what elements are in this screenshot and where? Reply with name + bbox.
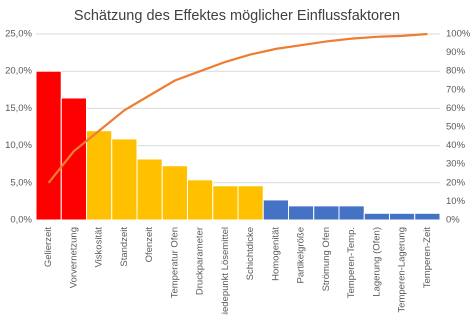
bar [338,205,365,221]
bar [111,138,138,221]
bar [212,185,239,221]
x-tick-label: Viskosität [94,227,105,268]
y2-tick-label: 20% [446,177,466,188]
y2-tick-label: 10% [446,196,466,207]
y-tick-label: 0,0% [10,215,32,226]
x-tick-label: Vorvernetzung [68,227,79,288]
y2-tick-label: 30% [446,159,466,170]
bar [363,212,390,221]
x-tick-label: Schichtdicke [245,227,256,280]
bar [86,130,113,221]
y2-tick-label: 40% [446,140,466,151]
x-tick-label: Strömung Ofen [321,227,332,291]
x-tick-label: Temperatur Ofen [169,227,180,298]
y-tick-label: 25,0% [5,29,32,40]
x-tick-label: Lagerung (Ofen) [371,227,382,297]
cumulative-line [47,32,428,184]
bar [313,205,340,221]
x-tick-label: Druckparameter [195,227,206,295]
x-tick-label: Homogenität [270,227,281,281]
y-tick-label: 5,0% [10,177,32,188]
bar [161,165,188,221]
x-tick-label: Gelierzeit [43,227,54,267]
y-tick-label: 20,0% [5,66,32,77]
y2-tick-label: 80% [446,66,466,77]
y2-tick-label: 50% [446,122,466,133]
x-tick-label: Temperen-Lagerung [397,227,408,313]
bar [414,212,441,221]
bar [237,185,264,221]
x-tick-label: Partikelgröße [296,227,307,284]
y-tick-label: 10,0% [5,140,32,151]
chart-title: Schätzung des Effektes möglicher Einflus… [74,8,400,24]
y2-tick-label: 90% [446,47,466,58]
x-tick-label: Ofenzeit [144,227,155,263]
bar [262,199,289,221]
bar [389,212,416,221]
x-tick-label: Temperen-Temp. [346,227,357,298]
y2-tick-label: 100% [446,29,471,40]
y2-tick-label: 0% [446,215,460,226]
bar [136,158,163,221]
y2-tick-label: 70% [446,84,466,95]
y2-tick-label: 60% [446,103,466,114]
x-tick-label: Siedepunkt Lösemittel [220,227,231,315]
x-tick-label: Temperen-Zeit [422,227,433,289]
y-tick-label: 15,0% [5,103,32,114]
bar [187,179,214,221]
bar [288,205,315,221]
bar [60,97,87,221]
bar [35,70,62,221]
x-tick-label: Standzeit [119,227,130,267]
